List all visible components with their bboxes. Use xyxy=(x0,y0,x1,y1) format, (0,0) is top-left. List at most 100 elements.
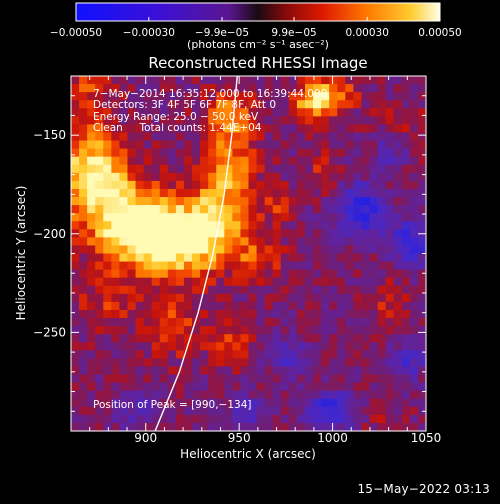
heatmap-cell xyxy=(248,132,258,142)
heatmap-cell xyxy=(345,148,354,158)
heatmap-cell xyxy=(329,237,338,247)
heatmap-cell xyxy=(175,261,185,271)
heatmap-cell xyxy=(95,301,104,311)
heatmap-cell xyxy=(183,414,193,424)
heatmap-cell xyxy=(232,221,242,230)
heatmap-cell xyxy=(393,197,403,206)
heatmap-cell xyxy=(288,398,298,408)
heatmap-cell xyxy=(95,382,104,392)
heatmap-cell xyxy=(71,100,80,109)
heatmap-cell xyxy=(337,414,346,424)
heatmap-cell xyxy=(127,164,137,174)
heatmap-cell xyxy=(361,414,371,424)
info-total-counts: Clean Total counts: 1.44E+04 xyxy=(93,122,262,134)
heatmap-cell xyxy=(200,197,209,206)
heatmap-cell xyxy=(409,108,419,117)
heatmap-cell xyxy=(127,180,137,190)
heatmap-cell xyxy=(240,414,250,424)
heatmap-cell xyxy=(216,358,225,368)
heatmap-cell xyxy=(272,100,282,109)
heatmap-cell xyxy=(95,414,104,424)
heatmap-cell xyxy=(183,277,193,287)
heatmap-cell xyxy=(200,334,209,343)
heatmap-cell xyxy=(183,374,193,384)
heatmap-cell xyxy=(321,334,330,343)
heatmap-cell xyxy=(183,334,193,343)
heatmap-cell xyxy=(111,253,121,263)
heatmap-cell xyxy=(71,205,80,214)
heatmap-cell xyxy=(377,301,387,311)
heatmap-cell xyxy=(135,221,145,230)
heatmap-cell xyxy=(401,253,411,263)
heatmap-cell xyxy=(175,172,185,182)
heatmap-cell xyxy=(200,180,209,190)
heatmap-cell xyxy=(200,76,209,85)
heatmap-cell xyxy=(127,374,137,384)
heatmap-cell xyxy=(304,100,314,109)
heatmap-cell xyxy=(296,398,306,408)
heatmap-cell xyxy=(95,253,104,263)
heatmap-cell xyxy=(272,205,282,214)
heatmap-cell xyxy=(71,309,80,319)
heatmap-cell xyxy=(240,164,250,174)
heatmap-cell xyxy=(127,382,137,392)
heatmap-cell xyxy=(329,164,338,174)
heatmap-cell xyxy=(337,156,346,166)
heatmap-cell xyxy=(280,309,290,319)
heatmap-cell xyxy=(135,245,145,255)
heatmap-cell xyxy=(272,229,282,238)
heatmap-cell xyxy=(361,213,371,222)
heatmap-cell xyxy=(119,382,129,392)
heatmap-cell xyxy=(288,92,298,101)
heatmap-cell xyxy=(167,350,177,359)
heatmap-cell xyxy=(369,334,379,343)
heatmap-cell xyxy=(321,269,330,279)
heatmap-cell xyxy=(232,326,242,335)
heatmap-cell xyxy=(417,205,427,214)
heatmap-cell xyxy=(321,277,330,287)
heatmap-cell xyxy=(321,197,330,206)
heatmap-cell xyxy=(296,221,306,230)
heatmap-cell xyxy=(208,358,217,368)
heatmap-cell xyxy=(119,285,129,295)
heatmap-cell xyxy=(417,253,427,263)
heatmap-cell xyxy=(393,398,403,408)
heatmap-cell xyxy=(321,76,330,85)
heatmap-cell xyxy=(71,140,80,150)
heatmap-cell xyxy=(127,301,137,311)
heatmap-cell xyxy=(280,148,290,158)
heatmap-cell xyxy=(95,84,104,93)
heatmap-cell xyxy=(409,116,419,126)
heatmap-cell xyxy=(208,148,217,158)
heatmap-cell xyxy=(167,414,177,424)
heatmap-cell xyxy=(280,213,290,222)
heatmap-cell xyxy=(280,108,290,117)
heatmap-cell xyxy=(216,237,225,247)
heatmap-cell xyxy=(192,366,201,376)
heatmap-cell xyxy=(159,285,169,295)
heatmap-cell xyxy=(409,205,419,214)
heatmap-cell xyxy=(111,237,121,247)
heatmap-cell xyxy=(248,156,258,166)
heatmap-cell xyxy=(95,180,104,190)
heatmap-cell xyxy=(272,140,282,150)
heatmap-cell xyxy=(127,148,137,158)
heatmap-cell xyxy=(79,237,88,247)
heatmap-cell xyxy=(111,301,121,311)
heatmap-cell xyxy=(103,350,112,359)
heatmap-cell xyxy=(393,277,403,287)
heatmap-cell xyxy=(393,334,403,343)
heatmap-cell xyxy=(369,205,379,214)
heatmap-cell xyxy=(135,197,145,206)
heatmap-cell xyxy=(208,334,217,343)
heatmap-cell xyxy=(240,229,250,238)
heatmap-cell xyxy=(280,84,290,93)
heatmap-cell xyxy=(393,422,403,432)
heatmap-cell xyxy=(87,261,96,271)
heatmap-cell xyxy=(385,350,395,359)
heatmap-cell xyxy=(264,269,274,279)
heatmap-cell xyxy=(329,382,338,392)
heatmap-cell xyxy=(304,180,314,190)
heatmap-cell xyxy=(280,124,290,134)
heatmap-cell xyxy=(369,108,379,117)
